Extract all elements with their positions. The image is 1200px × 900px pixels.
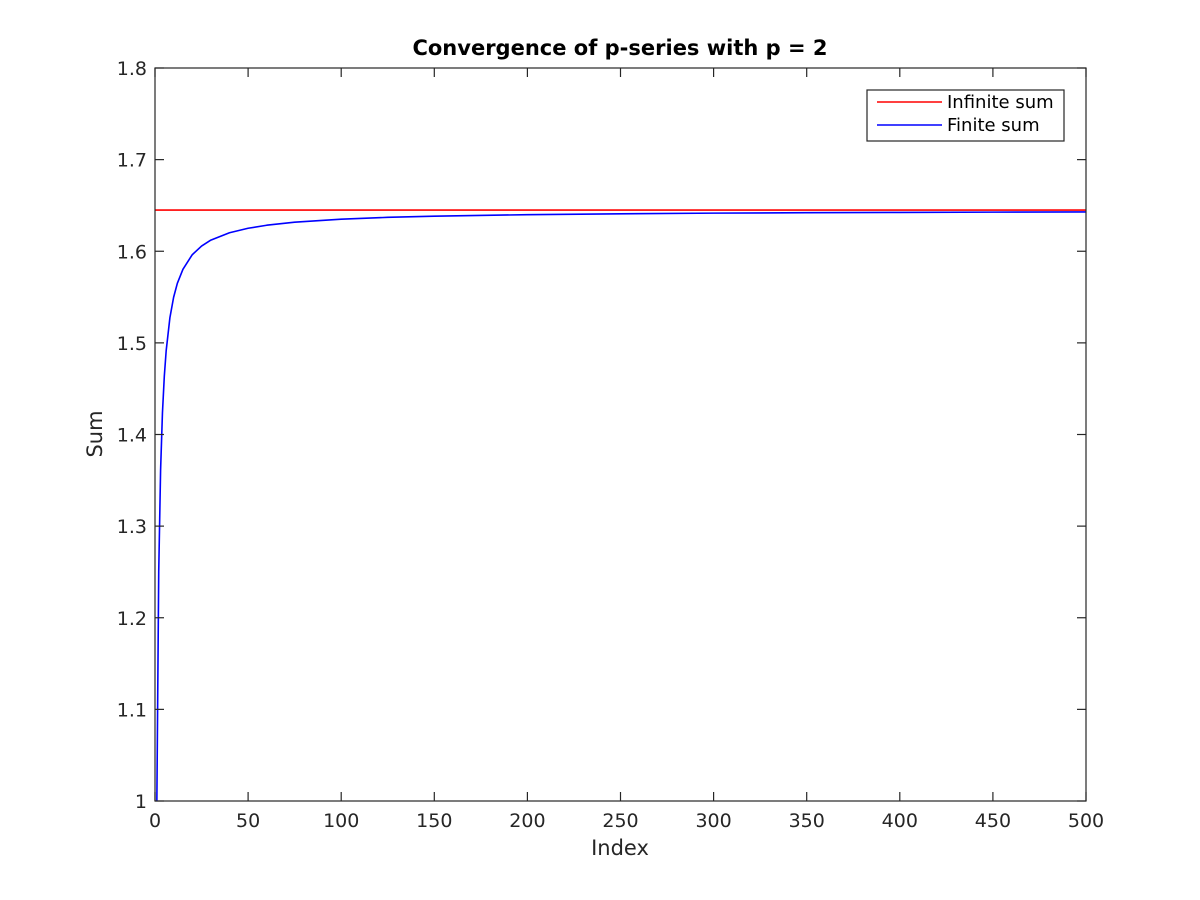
x-tick-label: 500: [1068, 810, 1104, 832]
series-line-finite-sum: [156, 211, 1087, 802]
axes-box: [154, 67, 1087, 802]
y-tick-label: 1.8: [117, 58, 147, 80]
x-tick-label: 400: [882, 810, 918, 832]
y-tick-label: 1.6: [117, 241, 147, 263]
x-axis-label: Index: [591, 836, 649, 860]
y-tick-label: 1.5: [117, 333, 147, 355]
x-tick-labels: 0 50 100 150 200 250 300 350 400 450 500: [149, 810, 1104, 832]
series-lines: [155, 209, 1087, 802]
y-tick-label: 1.2: [117, 608, 147, 630]
y-tick-label: 1.4: [117, 425, 147, 447]
y-tick-label: 1.7: [117, 150, 147, 172]
y-tick-label: 1.3: [117, 516, 147, 538]
x-tick-label: 0: [149, 810, 161, 832]
x-tick-label: 50: [236, 810, 260, 832]
y-tick-labels: 1 1.1 1.2 1.3 1.4 1.5 1.6 1.7 1.8: [117, 58, 147, 813]
x-tick-label: 350: [789, 810, 825, 832]
x-tick-label: 200: [509, 810, 545, 832]
x-tick-label: 150: [416, 810, 452, 832]
x-tick-label: 100: [323, 810, 359, 832]
y-tick-label: 1: [135, 791, 147, 813]
legend-label-finite-sum: Finite sum: [947, 115, 1040, 136]
x-tick-label: 250: [602, 810, 638, 832]
x-tick-label: 300: [695, 810, 731, 832]
legend-box: [866, 89, 1065, 142]
plot-area: [155, 68, 1086, 801]
y-tick-label: 1.1: [117, 699, 147, 721]
y-axis-label: Sum: [83, 410, 107, 457]
legend-label-infinite-sum: Infinite sum: [947, 92, 1054, 113]
chart-title: Convergence of p-series with p = 2: [412, 36, 827, 60]
x-tick-label: 450: [975, 810, 1011, 832]
legend: Infinite sum Finite sum: [866, 89, 1065, 142]
